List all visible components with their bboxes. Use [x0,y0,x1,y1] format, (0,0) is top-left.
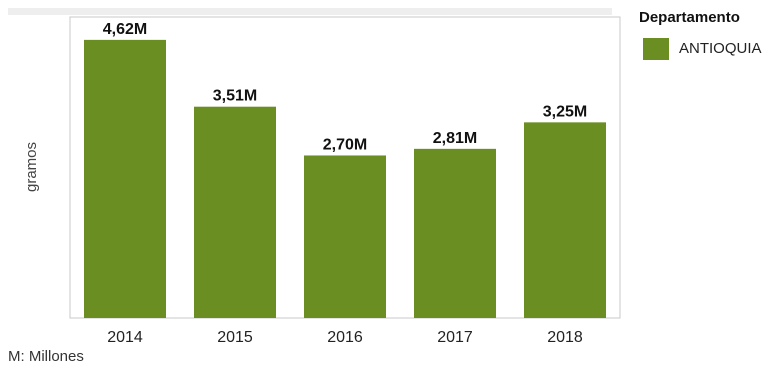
bars-group [84,39,606,318]
x-tick-2014: 2014 [107,329,143,346]
bar-2018 [524,122,606,318]
bar-2016 [304,155,386,318]
legend-title: Departamento [639,9,740,26]
y-axis-label: gramos [23,142,40,192]
x-tick-2018: 2018 [547,329,583,346]
data-label-2018: 3,25M [543,103,587,120]
bar-2014 [84,39,166,318]
footnote-units: M: Millones [8,348,84,365]
x-axis-ticks: 2014 2015 2016 2017 2018 [107,329,583,346]
x-tick-2015: 2015 [217,329,253,346]
data-label-2015: 3,51M [213,88,257,105]
x-tick-2016: 2016 [327,329,363,346]
legend-label-antioquia: ANTIOQUIA [679,40,762,57]
bar-2015 [194,106,276,318]
data-label-2016: 2,70M [323,136,367,153]
legend-swatch-antioquia [643,38,669,60]
data-label-2014: 4,62M [103,21,147,38]
data-label-2017: 2,81M [433,130,477,147]
x-tick-2017: 2017 [437,329,473,346]
bar-2017 [414,148,496,318]
data-labels-group: 4,62M 3,51M 2,70M 2,81M 3,25M [103,21,587,154]
top-band [8,8,612,15]
